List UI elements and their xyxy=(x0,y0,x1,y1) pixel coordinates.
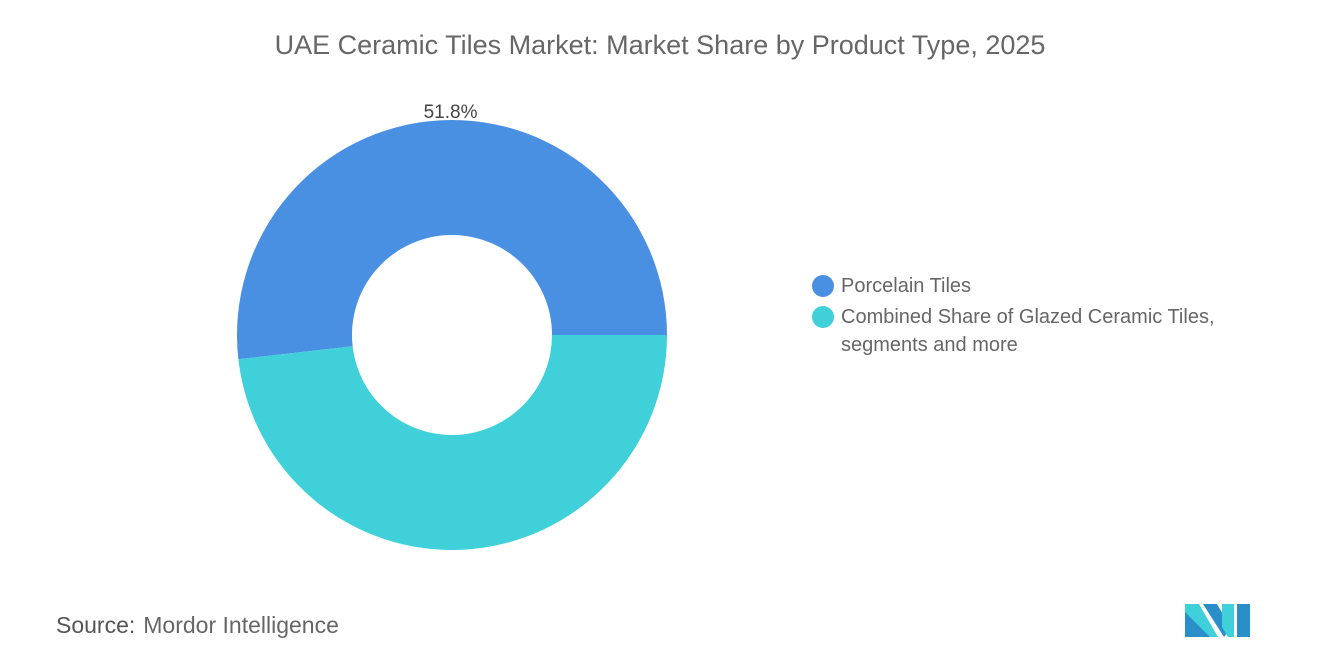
legend-label: Porcelain Tiles xyxy=(841,275,972,297)
legend-swatch xyxy=(812,306,834,328)
legend-item-porcelain: Porcelain Tiles xyxy=(812,272,1271,300)
legend-swatch xyxy=(812,275,834,297)
donut-slice xyxy=(237,120,667,360)
chart-title: UAE Ceramic Tiles Market: Market Share b… xyxy=(274,30,1046,60)
source-label: Source: xyxy=(56,612,136,638)
legend: Porcelain Tiles Combined Share of Glazed… xyxy=(812,272,1271,362)
source-value: Mordor Intelligence xyxy=(143,612,339,638)
data-label: 51.8% xyxy=(424,102,478,123)
legend-item-combined: Combined Share of Glazed Ceramic Tiles, … xyxy=(812,303,1271,359)
legend-label: Combined Share of Glazed Ceramic Tiles, … xyxy=(841,306,1215,356)
source-note: Source: Mordor Intelligence xyxy=(56,612,339,639)
donut-slice xyxy=(238,335,667,551)
